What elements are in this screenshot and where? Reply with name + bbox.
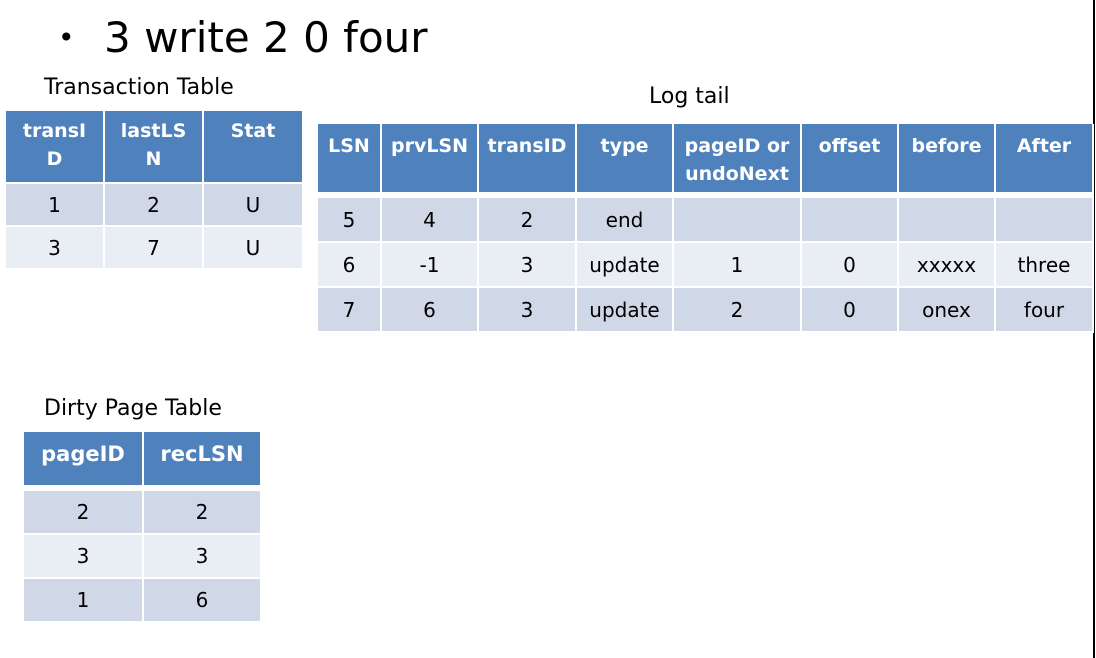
header-line: prvLSN xyxy=(390,135,469,157)
log-header-cell: offset xyxy=(802,124,899,194)
transaction-table-caption: Transaction Table xyxy=(44,75,234,100)
header-line: offset xyxy=(818,135,881,157)
log-header-cell: After xyxy=(996,124,1094,194)
table-cell: 3 xyxy=(144,535,262,579)
table-cell: update xyxy=(577,243,674,288)
header-line: undoNext xyxy=(685,163,789,185)
table-cell xyxy=(899,198,996,243)
log-tail-table: LSN prvLSN transID type pageID or undoNe… xyxy=(318,124,1094,333)
table-row: 3 7 U xyxy=(6,227,304,270)
table-cell: update xyxy=(577,288,674,333)
header-line: Stat xyxy=(230,120,276,142)
table-cell: 2 xyxy=(479,198,577,243)
log-header-cell: LSN xyxy=(318,124,382,194)
transaction-table-header-row: transI D lastLS N Stat xyxy=(6,111,304,184)
dirty-page-header-cell: recLSN xyxy=(144,432,262,487)
heading-text: 3 write 2 0 four xyxy=(104,13,428,62)
table-row: 1 2 U xyxy=(6,184,304,227)
table-cell: 3 xyxy=(479,288,577,333)
table-cell: -1 xyxy=(382,243,479,288)
table-cell: four xyxy=(996,288,1094,333)
table-cell: 3 xyxy=(24,535,144,579)
header-line: D xyxy=(46,148,63,170)
header-separator xyxy=(24,487,262,491)
header-line: LSN xyxy=(328,135,370,157)
header-line: N xyxy=(145,148,162,170)
table-cell: 2 xyxy=(24,491,144,535)
table-cell: U xyxy=(204,227,304,270)
table-row: 2 2 xyxy=(24,491,262,535)
table-cell: 2 xyxy=(144,491,262,535)
header-separator xyxy=(318,194,1094,198)
header-line: before xyxy=(911,135,982,157)
separator-cell xyxy=(318,194,1094,198)
log-tail-header-row: LSN prvLSN transID type pageID or undoNe… xyxy=(318,124,1094,194)
bullet-icon: • xyxy=(58,21,75,54)
table-cell xyxy=(996,198,1094,243)
table-cell xyxy=(802,198,899,243)
log-header-cell: before xyxy=(899,124,996,194)
table-cell: 6 xyxy=(144,579,262,623)
table-row: 7 6 3 update 2 0 onex four xyxy=(318,288,1094,333)
separator-cell xyxy=(24,487,262,491)
transaction-table: transI D lastLS N Stat 1 2 U 3 7 U xyxy=(6,111,304,270)
table-cell: 3 xyxy=(479,243,577,288)
table-cell: 0 xyxy=(802,288,899,333)
log-header-cell: type xyxy=(577,124,674,194)
table-cell: end xyxy=(577,198,674,243)
table-row: 5 4 2 end xyxy=(318,198,1094,243)
table-cell: xxxxx xyxy=(899,243,996,288)
table-cell: 7 xyxy=(318,288,382,333)
table-cell: 1 xyxy=(24,579,144,623)
table-row: 1 6 xyxy=(24,579,262,623)
slide-right-border xyxy=(1093,0,1095,658)
table-cell: 7 xyxy=(105,227,204,270)
header-line: After xyxy=(1016,135,1072,157)
table-cell: 3 xyxy=(6,227,105,270)
table-cell: 0 xyxy=(802,243,899,288)
transaction-header-cell: Stat xyxy=(204,111,304,184)
dirty-page-table-caption: Dirty Page Table xyxy=(44,396,222,421)
transaction-header-cell: lastLS N xyxy=(105,111,204,184)
table-cell: 1 xyxy=(6,184,105,227)
table-cell: onex xyxy=(899,288,996,333)
log-header-cell: pageID or undoNext xyxy=(674,124,802,194)
table-cell: 2 xyxy=(674,288,802,333)
slide-heading: • 3 write 2 0 four xyxy=(58,8,428,68)
table-cell: 6 xyxy=(382,288,479,333)
log-tail-caption: Log tail xyxy=(649,84,730,109)
table-cell: 6 xyxy=(318,243,382,288)
header-line: lastLS xyxy=(120,120,187,142)
header-line: transID xyxy=(487,135,567,157)
table-row: 6 -1 3 update 1 0 xxxxx three xyxy=(318,243,1094,288)
header-line: pageID or xyxy=(684,135,790,157)
table-cell: 4 xyxy=(382,198,479,243)
log-header-cell: transID xyxy=(479,124,577,194)
dirty-page-table: pageID recLSN 2 2 3 3 1 6 xyxy=(24,432,262,623)
table-cell: three xyxy=(996,243,1094,288)
transaction-header-cell: transI D xyxy=(6,111,105,184)
table-cell: 1 xyxy=(674,243,802,288)
header-line: type xyxy=(600,135,649,157)
table-cell xyxy=(674,198,802,243)
table-cell: 2 xyxy=(105,184,204,227)
table-row: 3 3 xyxy=(24,535,262,579)
log-header-cell: prvLSN xyxy=(382,124,479,194)
dirty-page-header-row: pageID recLSN xyxy=(24,432,262,487)
dirty-page-header-cell: pageID xyxy=(24,432,144,487)
table-cell: 5 xyxy=(318,198,382,243)
header-line: transI xyxy=(22,120,87,142)
table-cell: U xyxy=(204,184,304,227)
